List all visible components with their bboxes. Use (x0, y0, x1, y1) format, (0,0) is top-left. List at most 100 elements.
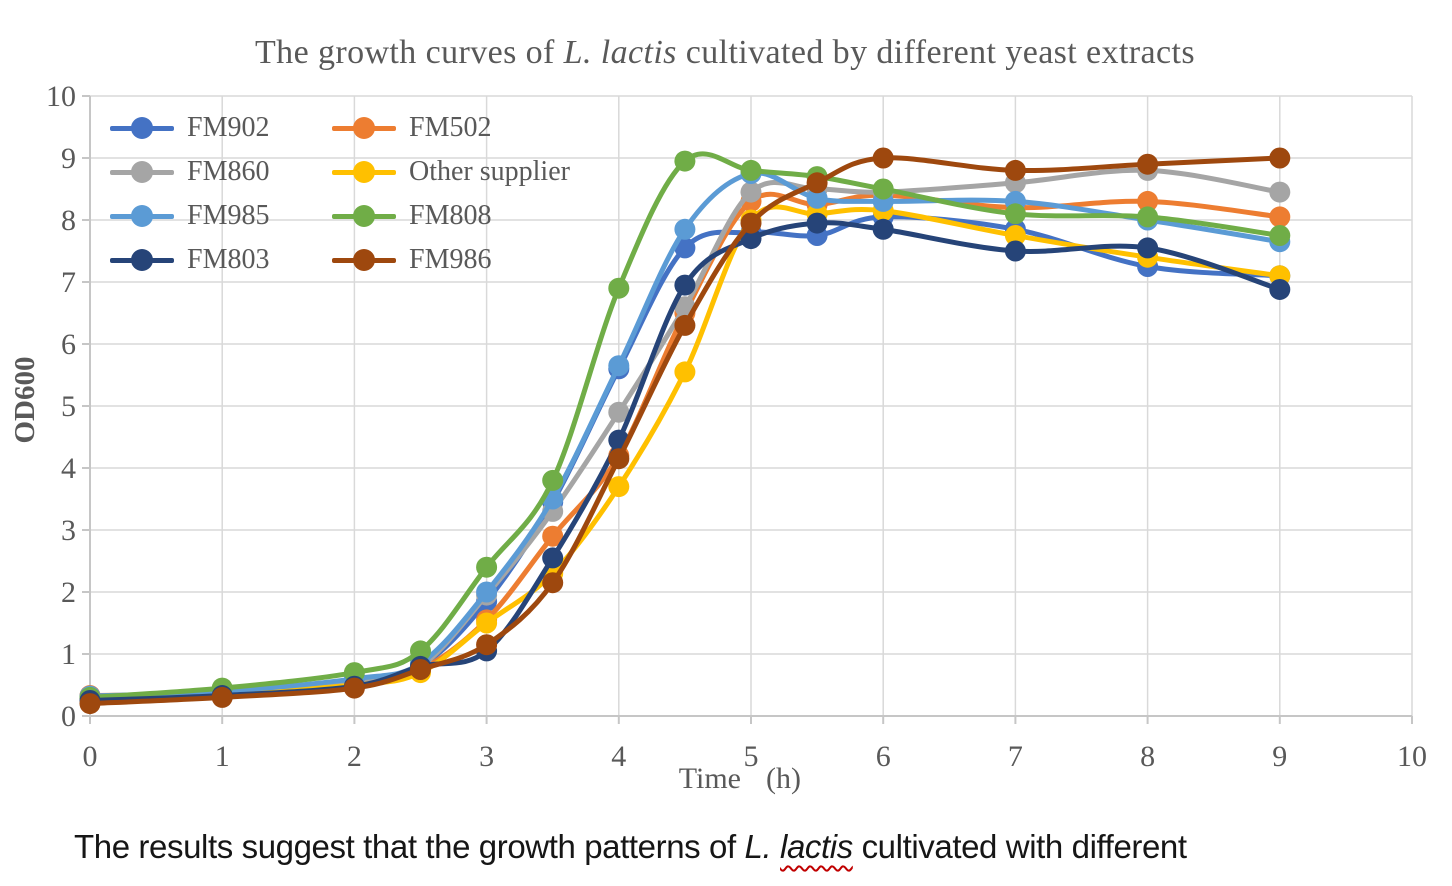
data-point-fm985 (608, 355, 630, 377)
data-point-fm808 (1137, 206, 1159, 228)
caption-suffix: cultivated with different (852, 828, 1187, 865)
chart-title: The growth curves of L. lactis cultivate… (60, 34, 1390, 72)
svg-text:7: 7 (1008, 740, 1023, 773)
svg-text:2: 2 (61, 576, 76, 609)
data-point-fm502 (1137, 190, 1159, 212)
data-point-fm985 (674, 218, 696, 240)
chart-title-italic: L. lactis (563, 34, 677, 71)
data-point-fm803 (806, 212, 828, 234)
data-point-fm808 (674, 150, 696, 172)
legend-marker-fm808 (332, 205, 396, 227)
legend-marker-fm902 (110, 117, 174, 139)
axes (82, 95, 1413, 724)
data-point-fm986 (542, 572, 564, 594)
data-point-fm502 (1269, 206, 1291, 228)
data-point-other-supplier (1004, 225, 1026, 246)
data-point-fm986 (872, 147, 894, 169)
data-point-fm808 (542, 469, 564, 491)
legend-marker-fm860 (110, 161, 174, 183)
svg-text:9: 9 (61, 142, 76, 175)
legend-item-fm803: FM803 (110, 238, 332, 282)
data-point-fm902 (674, 237, 696, 259)
svg-text:8: 8 (1140, 740, 1155, 773)
caption-text: The results suggest that the growth patt… (74, 828, 1187, 866)
svg-text:7: 7 (61, 266, 76, 299)
data-point-fm808 (410, 640, 431, 662)
svg-text:9: 9 (1272, 740, 1287, 773)
svg-text:5: 5 (61, 390, 76, 423)
x-axis-title-unit: (h) (766, 762, 801, 795)
data-point-fm986 (806, 172, 828, 194)
data-point-fm986 (740, 212, 762, 234)
legend-marker-fm985 (110, 205, 174, 227)
data-point-fm803 (1137, 237, 1159, 259)
svg-text:1: 1 (61, 638, 76, 671)
data-point-fm860 (608, 401, 630, 423)
svg-text:2: 2 (347, 740, 362, 773)
legend-label-fm985: FM985 (187, 200, 270, 231)
data-point-fm985 (806, 187, 828, 209)
data-point-fm502 (542, 525, 564, 547)
data-point-fm803 (1004, 240, 1026, 262)
legend-label-fm902: FM902 (187, 112, 270, 143)
svg-text:4: 4 (61, 452, 76, 485)
y-axis-title: OD600 (9, 357, 41, 444)
legend-label-fm986: FM986 (409, 244, 492, 275)
svg-text:3: 3 (479, 740, 494, 773)
caption-species-word-spellcheck: lactis (780, 828, 853, 865)
y-tick-labels: 0 1 2 3 4 5 6 7 8 9 10 (46, 80, 76, 733)
legend-marker-other-supplier (332, 161, 396, 183)
svg-text:8: 8 (61, 204, 76, 237)
series-fm803 (79, 212, 1291, 711)
data-point-fm986 (1269, 147, 1291, 169)
data-point-fm803 (542, 547, 564, 569)
legend-item-fm860: FM860 (110, 150, 332, 194)
chart-plot-svg: 0 1 2 3 4 5 6 7 8 9 10 0 1 2 3 4 5 6 7 8 9 10 Time (h) OD600 (9, 80, 1427, 795)
data-point-other-supplier (674, 361, 696, 383)
data-point-fm986 (79, 693, 101, 715)
data-point-fm986 (410, 659, 431, 680)
legend-marker-fm803 (110, 249, 174, 271)
caption-species-genus: L. (744, 828, 781, 865)
legend-label-fm860: FM860 (187, 156, 270, 187)
svg-text:4: 4 (611, 740, 626, 773)
data-point-fm803 (740, 228, 762, 250)
data-point-fm986 (608, 448, 630, 470)
legend-item-fm986: FM986 (332, 238, 632, 282)
legend-item-fm808: FM808 (332, 194, 632, 238)
legend-label-fm502: FM502 (409, 112, 492, 143)
legend-label-fm808: FM808 (409, 200, 492, 231)
legend-item-other-supplier: Other supplier (332, 150, 632, 194)
data-point-fm986 (211, 686, 233, 708)
legend-marker-fm986 (332, 249, 396, 271)
data-point-fm808 (1004, 203, 1026, 225)
svg-text:6: 6 (61, 328, 76, 361)
svg-text:5: 5 (744, 740, 759, 773)
data-point-fm808 (1269, 225, 1291, 246)
data-point-fm986 (674, 314, 696, 336)
svg-text:0: 0 (83, 740, 98, 773)
svg-text:10: 10 (46, 80, 76, 113)
svg-text:6: 6 (876, 740, 891, 773)
x-axis-title-word: Time (679, 762, 741, 795)
data-point-fm803 (1269, 278, 1291, 300)
chart-title-suffix: cultivated by different yeast extracts (676, 34, 1195, 71)
legend-item-fm902: FM902 (110, 106, 332, 150)
svg-text:10: 10 (1397, 740, 1427, 773)
data-point-fm986 (343, 677, 365, 699)
chart-title-prefix: The growth curves of (255, 34, 564, 71)
data-point-other-supplier (476, 612, 498, 634)
data-point-other-supplier (608, 476, 630, 498)
svg-text:3: 3 (61, 514, 76, 547)
data-point-fm986 (1004, 159, 1026, 181)
legend-label-other-supplier: Other supplier (409, 156, 570, 187)
data-point-fm808 (740, 159, 762, 181)
data-point-fm803 (872, 218, 894, 240)
data-point-fm986 (476, 634, 498, 656)
data-point-fm808 (872, 178, 894, 200)
data-point-fm860 (740, 181, 762, 203)
data-point-fm808 (476, 556, 498, 578)
series-fm986 (79, 147, 1291, 715)
data-point-fm985 (476, 581, 498, 603)
